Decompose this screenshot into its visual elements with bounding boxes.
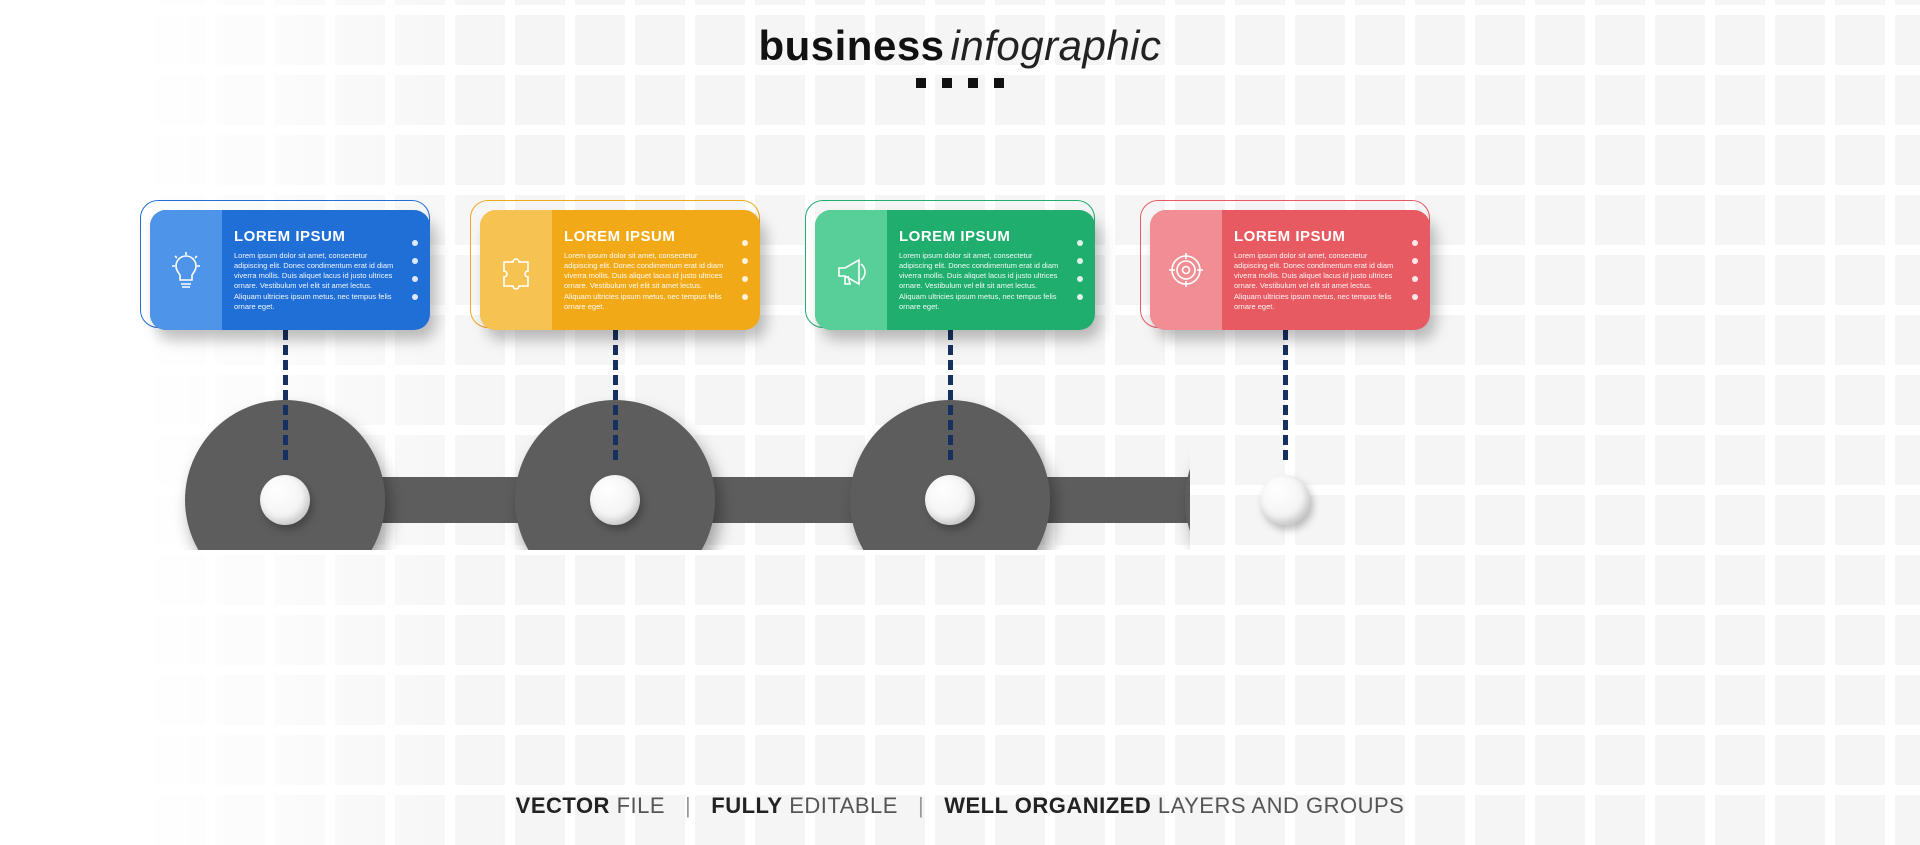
step-card-body: LOREM IPSUM Lorem ipsum dolor sit amet, c… [887, 210, 1095, 330]
megaphone-icon [815, 210, 887, 330]
step-title: LOREM IPSUM [899, 228, 1061, 245]
footer-light: EDITABLE [783, 793, 898, 818]
connector-node-dot [590, 475, 640, 525]
footer-bold: WELL ORGANIZED [944, 793, 1151, 818]
step-side-dot [1077, 276, 1083, 282]
step-card-panel: LOREM IPSUM Lorem ipsum dolor sit amet, c… [480, 210, 760, 330]
step-side-dot [742, 276, 748, 282]
step-side-dot [412, 276, 418, 282]
step-side-dots [1412, 240, 1418, 300]
footer-separator: | [685, 793, 691, 818]
step-side-dot [742, 258, 748, 264]
step-side-dot [742, 240, 748, 246]
step-card: LOREM IPSUM Lorem ipsum dolor sit amet, c… [815, 210, 1105, 338]
connector-dash [1283, 330, 1288, 460]
step-side-dots [1077, 240, 1083, 300]
step-card: LOREM IPSUM Lorem ipsum dolor sit amet, c… [1150, 210, 1440, 338]
connector-dash [283, 330, 288, 460]
step-side-dot [1412, 276, 1418, 282]
step-desc: Lorem ipsum dolor sit amet, consectetur … [564, 251, 726, 312]
footer-light: FILE [610, 793, 665, 818]
connector-node-dot [1260, 475, 1310, 525]
connector-dash [613, 330, 618, 460]
header-dot [968, 78, 978, 88]
step-side-dots [412, 240, 418, 300]
title-thin: infographic [951, 22, 1162, 69]
step-card-body: LOREM IPSUM Lorem ipsum dolor sit amet, c… [552, 210, 760, 330]
footer-separator: | [918, 793, 924, 818]
step-side-dot [412, 294, 418, 300]
step-title: LOREM IPSUM [234, 228, 396, 245]
connector-shape [0, 350, 1190, 550]
step-side-dot [1077, 240, 1083, 246]
step-card-panel: LOREM IPSUM Lorem ipsum dolor sit amet, c… [815, 210, 1095, 330]
header-dot [994, 78, 1004, 88]
infographic-stage: businessinfographic LOREM IPSUM Lorem ips… [0, 0, 1920, 845]
step-desc: Lorem ipsum dolor sit amet, consectetur … [899, 251, 1061, 312]
connector-dash [948, 330, 953, 460]
header: businessinfographic [0, 22, 1920, 88]
connector-node-dot [925, 475, 975, 525]
footer-bold: FULLY [711, 793, 782, 818]
connector-node-dot [260, 475, 310, 525]
step-card-panel: LOREM IPSUM Lorem ipsum dolor sit amet, c… [150, 210, 430, 330]
step-side-dot [1077, 258, 1083, 264]
step-desc: Lorem ipsum dolor sit amet, consectetur … [234, 251, 396, 312]
step-side-dot [742, 294, 748, 300]
step-side-dot [412, 258, 418, 264]
step-side-dot [1412, 258, 1418, 264]
step-side-dot [1412, 294, 1418, 300]
step-title: LOREM IPSUM [1234, 228, 1396, 245]
step-side-dots [742, 240, 748, 300]
step-card-body: LOREM IPSUM Lorem ipsum dolor sit amet, c… [1222, 210, 1430, 330]
step-side-dot [412, 240, 418, 246]
step-side-dot [1077, 294, 1083, 300]
step-card: LOREM IPSUM Lorem ipsum dolor sit amet, c… [480, 210, 770, 338]
footer-light: LAYERS AND GROUPS [1151, 793, 1404, 818]
puzzle-icon [480, 210, 552, 330]
step-card-body: LOREM IPSUM Lorem ipsum dolor sit amet, c… [222, 210, 430, 330]
header-dot [916, 78, 926, 88]
step-side-dot [1412, 240, 1418, 246]
step-card: LOREM IPSUM Lorem ipsum dolor sit amet, c… [150, 210, 440, 338]
page-title: businessinfographic [0, 22, 1920, 70]
footer-caption: VECTOR FILE | FULLY EDITABLE | WELL ORGANIZE… [0, 793, 1920, 819]
lightbulb-icon [150, 210, 222, 330]
step-title: LOREM IPSUM [564, 228, 726, 245]
header-dot [942, 78, 952, 88]
target-icon [1150, 210, 1222, 330]
title-bold: business [758, 22, 944, 69]
footer-bold: VECTOR [516, 793, 610, 818]
header-dots [0, 78, 1920, 88]
step-desc: Lorem ipsum dolor sit amet, consectetur … [1234, 251, 1396, 312]
step-card-panel: LOREM IPSUM Lorem ipsum dolor sit amet, c… [1150, 210, 1430, 330]
